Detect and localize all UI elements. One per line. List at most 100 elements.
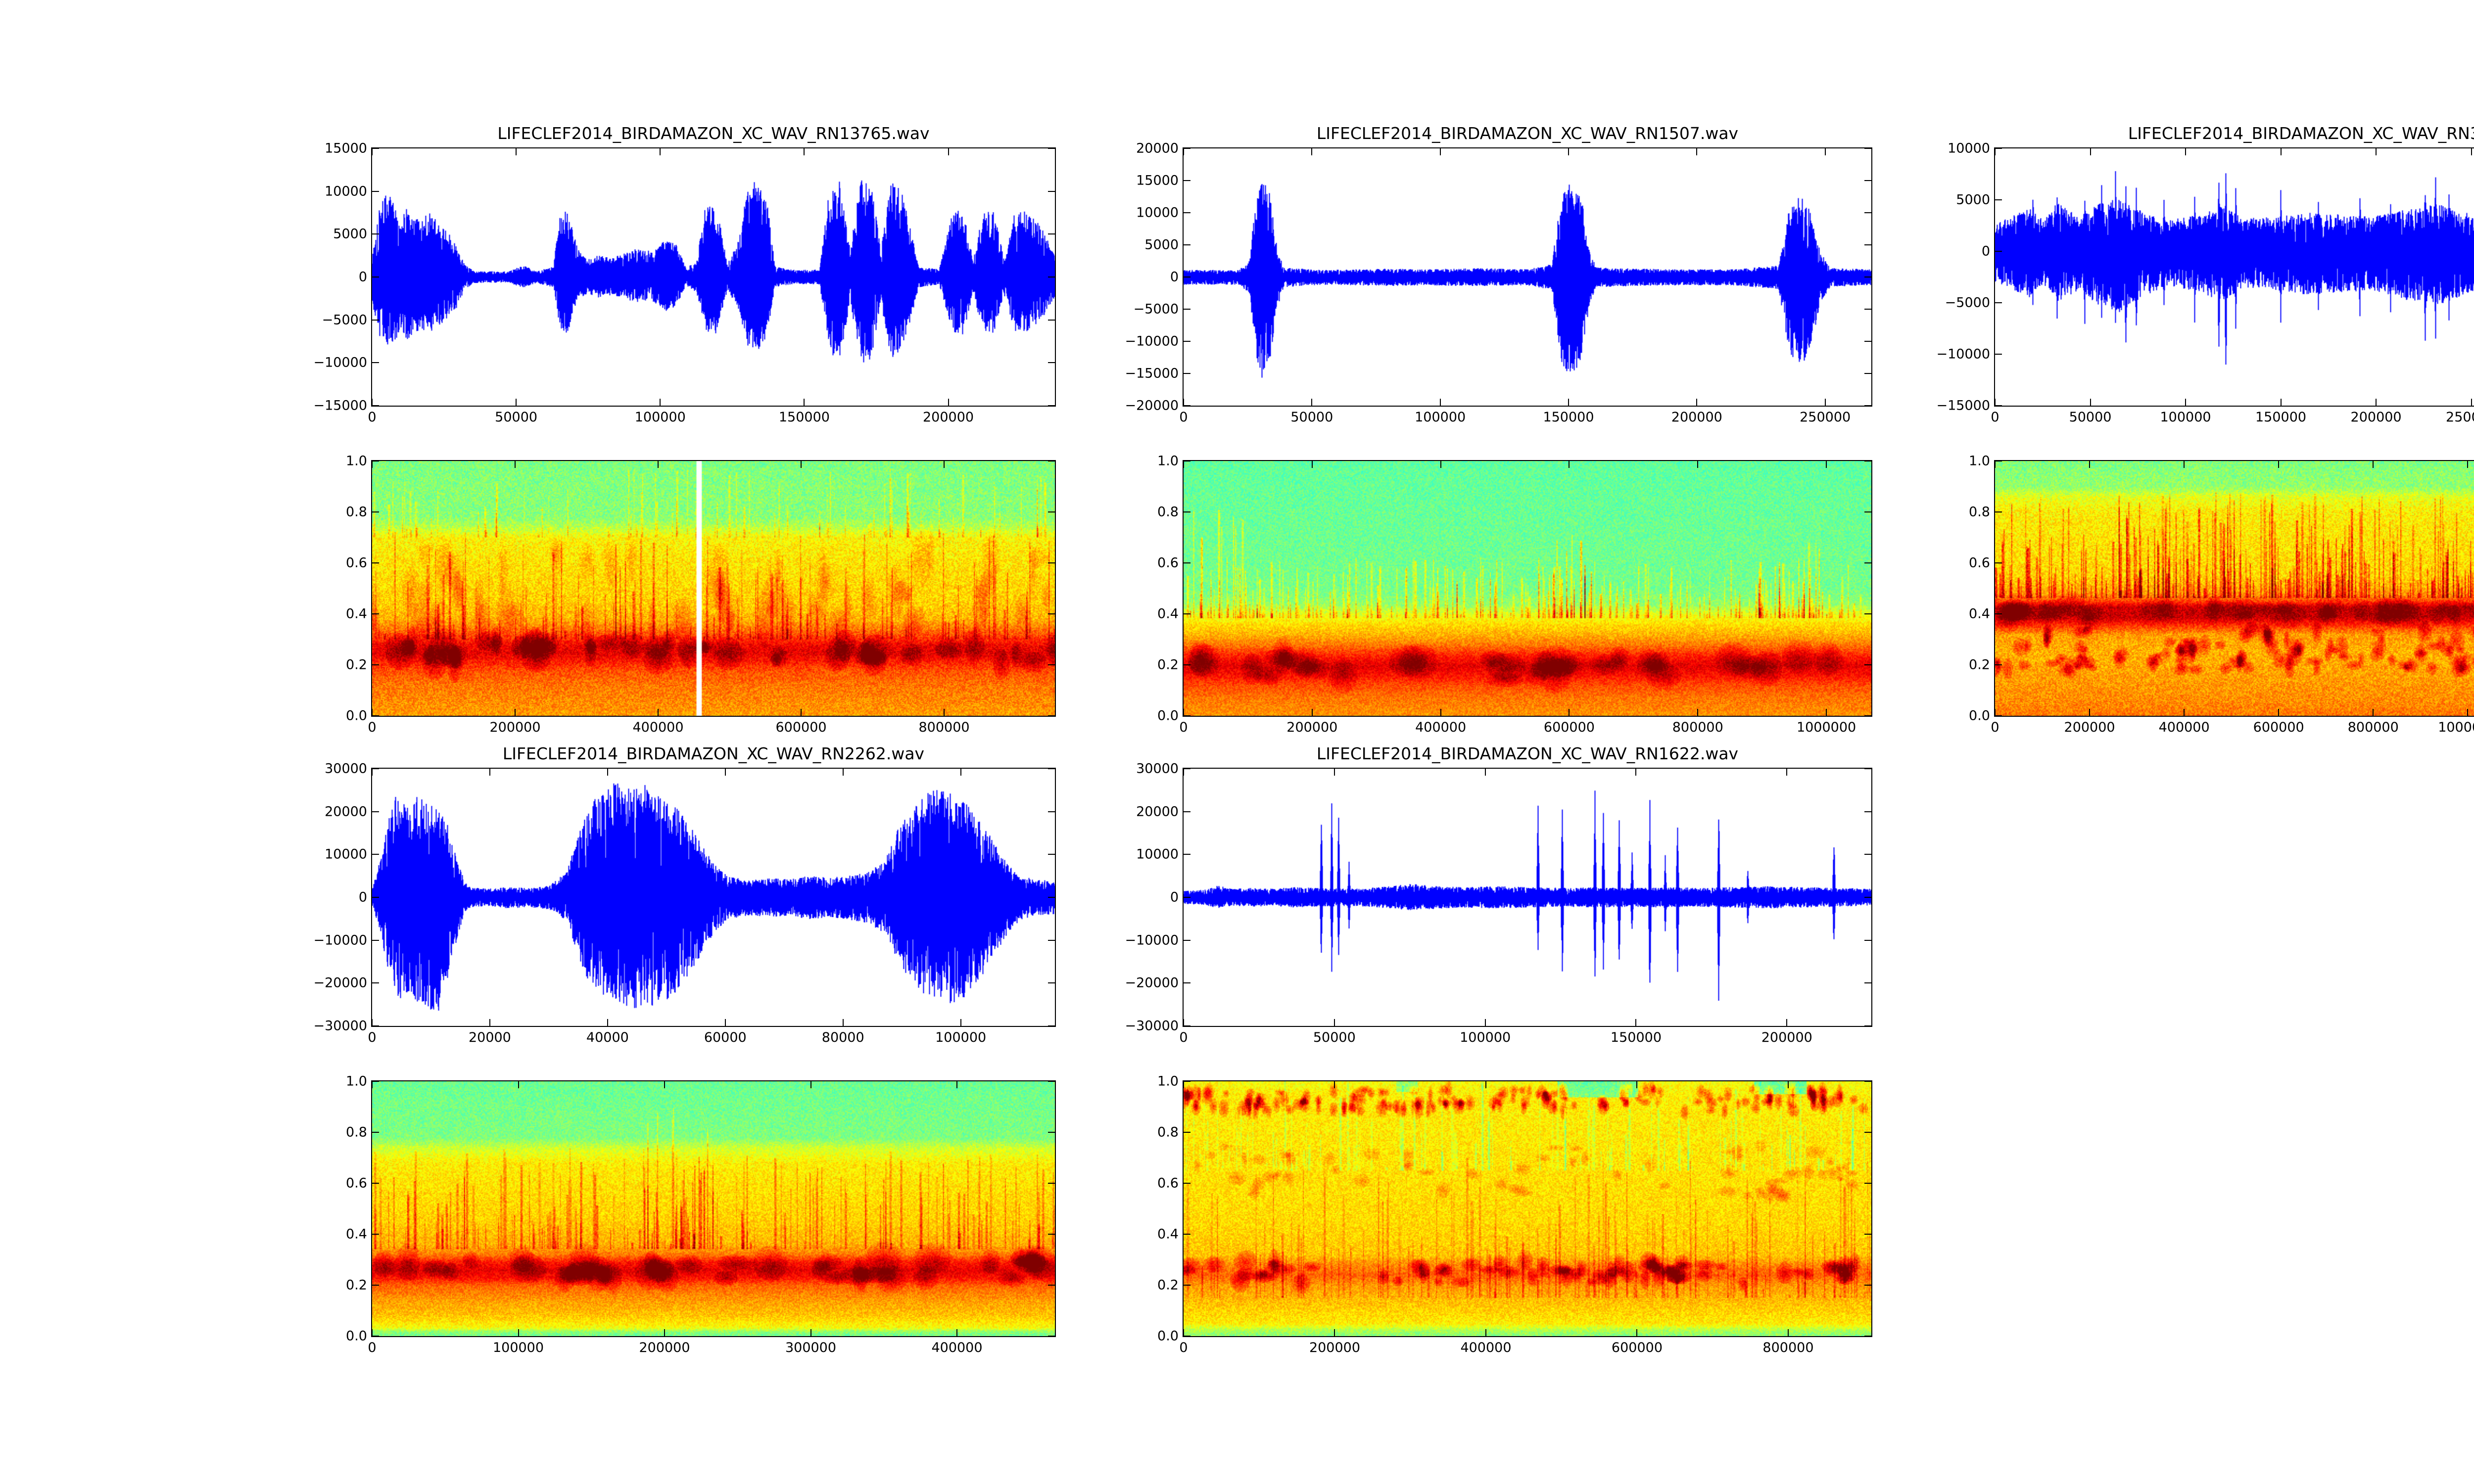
x-tick-mark [1636, 1329, 1638, 1336]
x-tick-mark [804, 399, 805, 406]
x-tick-mark [2376, 399, 2377, 406]
y-tick-mark [1995, 562, 2002, 563]
y-tick-mark [1995, 302, 2002, 303]
y-tick-mark [372, 715, 379, 716]
x-tick-label: 200000 [923, 410, 974, 425]
x-tick-mark [948, 148, 949, 155]
x-tick-mark [2467, 709, 2469, 716]
y-tick-mark [1048, 148, 1055, 149]
y-tick-mark [1048, 277, 1055, 278]
y-tick-label: −5000 [1945, 295, 1990, 311]
y-tick-mark [372, 897, 379, 898]
y-tick-mark [372, 277, 379, 278]
y-tick-mark [1864, 939, 1871, 941]
subplot-spectrogram-RN1507: 0 200000 400000 600000 800000 1000000 0.0 0.2 0.… [1157, 454, 1872, 735]
spectrogram-canvas [372, 461, 1055, 716]
x-tick-mark [1787, 1329, 1789, 1336]
x-tick-label: 150000 [2255, 410, 2307, 425]
x-tick-mark [518, 1081, 519, 1088]
x-tick-mark [515, 709, 516, 716]
x-tick-label: 100000 [935, 1030, 987, 1045]
x-tick-mark [2185, 148, 2187, 155]
y-tick-mark [1864, 373, 1871, 374]
x-tick-mark [372, 1329, 373, 1336]
y-tick-label: −20000 [1125, 398, 1179, 414]
y-tick-mark [1048, 664, 1055, 665]
x-tick-mark [1183, 1329, 1184, 1336]
y-tick-mark [1864, 982, 1871, 984]
y-tick-mark [372, 939, 379, 941]
y-tick-label: 0.2 [346, 1277, 367, 1293]
x-tick-mark [2184, 709, 2185, 716]
y-tick-mark [1995, 461, 2002, 462]
y-tick-mark [1864, 768, 1871, 769]
y-tick-label: 0.4 [346, 1226, 367, 1242]
x-tick-mark [1439, 399, 1441, 406]
y-tick-label: 0.0 [1157, 1328, 1179, 1344]
x-tick-label: 50000 [1290, 410, 1333, 425]
spectrogram-canvas [1184, 1081, 1871, 1336]
y-tick-mark [1864, 854, 1871, 855]
y-tick-mark [1184, 1336, 1190, 1337]
x-tick-label: 100000 [1460, 1030, 1511, 1045]
y-tick-mark [1048, 319, 1055, 321]
y-tick-mark [1184, 461, 1190, 462]
x-tick-mark [944, 709, 945, 716]
y-tick-label: 30000 [1136, 761, 1179, 777]
y-tick-mark [1184, 511, 1190, 512]
y-tick-mark [1048, 405, 1055, 406]
y-tick-label: −20000 [1125, 975, 1179, 991]
x-tick-mark [1311, 399, 1313, 406]
y-tick-mark [1995, 199, 2002, 200]
y-tick-label: 1.0 [346, 1073, 367, 1089]
y-tick-mark [1184, 854, 1190, 855]
x-tick-mark [1484, 1019, 1486, 1026]
y-tick-mark [1864, 277, 1871, 278]
y-tick-mark [372, 1234, 379, 1235]
y-tick-mark [1864, 664, 1871, 665]
x-tick-mark [1569, 461, 1570, 468]
x-tick-mark [1568, 148, 1569, 155]
x-tick-label: 150000 [778, 410, 830, 425]
x-tick-mark [801, 461, 802, 468]
x-tick-label: 0 [1179, 1030, 1188, 1045]
waveform-canvas [372, 148, 1055, 406]
y-tick-mark [1184, 664, 1190, 665]
x-tick-mark [1183, 769, 1184, 776]
y-tick-label: 0.4 [1969, 606, 1990, 622]
y-tick-label: 0.6 [346, 555, 367, 571]
y-tick-mark [1048, 461, 1055, 462]
y-tick-mark [372, 1081, 379, 1082]
y-tick-label: −10000 [1125, 333, 1179, 349]
x-tick-mark [2278, 709, 2280, 716]
x-tick-mark [1311, 148, 1313, 155]
x-tick-mark [1183, 1081, 1184, 1088]
y-tick-label: 10000 [1136, 205, 1179, 221]
x-tick-mark [1824, 148, 1826, 155]
x-tick-label: 0 [368, 720, 377, 735]
y-tick-mark [1184, 1234, 1190, 1235]
y-tick-label: 0.2 [1157, 657, 1179, 673]
x-tick-mark [1334, 1081, 1335, 1088]
y-tick-label: 0.0 [346, 708, 367, 724]
x-tick-label: 600000 [1543, 720, 1595, 735]
x-tick-label: 100000 [492, 1340, 544, 1355]
y-tick-label: −10000 [1125, 932, 1179, 948]
y-tick-mark [1048, 1234, 1055, 1235]
x-tick-mark [658, 461, 659, 468]
x-tick-label: 300000 [785, 1340, 837, 1355]
x-tick-mark [372, 769, 373, 776]
y-tick-mark [1184, 939, 1190, 941]
y-tick-mark [1995, 251, 2002, 252]
y-tick-label: 10000 [1948, 140, 1990, 156]
y-tick-mark [1864, 461, 1871, 462]
x-tick-mark [1440, 461, 1441, 468]
y-tick-mark [1048, 1336, 1055, 1337]
x-tick-mark [801, 709, 802, 716]
y-tick-mark [1864, 1336, 1871, 1337]
y-tick-mark [1864, 1285, 1871, 1286]
x-tick-mark [1696, 399, 1698, 406]
x-tick-label: 800000 [1672, 720, 1723, 735]
x-tick-mark [956, 1329, 957, 1336]
y-tick-label: −30000 [1125, 1018, 1179, 1034]
